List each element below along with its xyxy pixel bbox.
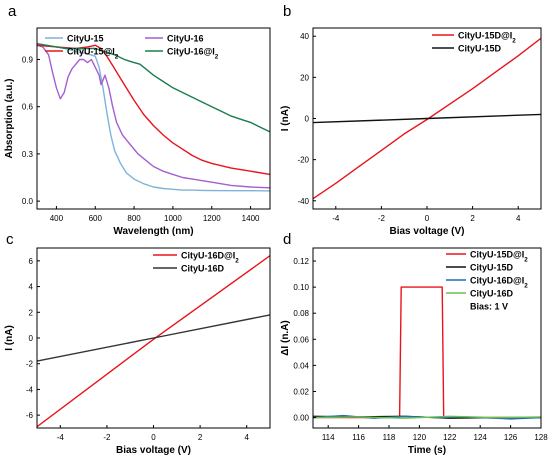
- legend-label: CityU-16D@I2: [470, 276, 528, 290]
- y-tick-label: 0.6: [22, 103, 34, 112]
- y-axis-label: Absorption (a.u.): [4, 79, 15, 159]
- legend: CityU-15 CityU-16 CityU-15@I2 CityU-16@I2: [45, 34, 219, 61]
- y-tick-label: 0.06: [293, 335, 309, 344]
- x-tick-label: -4: [332, 214, 340, 223]
- y-tick-label: 2: [29, 308, 34, 317]
- x-tick-label: 400: [50, 214, 64, 223]
- x-tick-label: 126: [504, 433, 518, 442]
- y-tick-label: -6: [26, 411, 34, 420]
- y-axis-label: ΔI (n.A): [280, 320, 291, 356]
- x-tick-label: 120: [413, 433, 427, 442]
- y-tick-label: 0.12: [293, 257, 309, 266]
- x-tick-label: 116: [352, 433, 365, 442]
- series-line-a-2: [37, 44, 270, 176]
- y-tick-label: 4: [29, 283, 34, 292]
- x-tick-label: 800: [127, 214, 141, 223]
- x-tick-label: 122: [443, 433, 457, 442]
- x-tick-label: 114: [322, 433, 335, 442]
- x-tick-label: 4: [244, 433, 249, 442]
- panel-letter: d: [283, 231, 291, 248]
- panel-a: a 400 600 800 1000 1200 1400 0.0 0.3 0.6 0.9 Wavele…: [4, 3, 271, 237]
- y-tick-label: 0.0: [22, 197, 34, 206]
- x-tick-label: 1200: [203, 214, 221, 223]
- x-tick-label: 1000: [164, 214, 182, 223]
- x-axis-label: Wavelength (nm): [113, 226, 193, 237]
- x-tick-label: -2: [378, 214, 386, 223]
- legend-label: CityU-16D@I2: [181, 251, 239, 265]
- y-tick-label: -2: [26, 360, 34, 369]
- y-tick-label: 0.04: [293, 361, 309, 370]
- x-tick-label: 0: [151, 433, 156, 442]
- series-line-d-3: [313, 415, 541, 419]
- x-tick-label: 118: [383, 433, 396, 442]
- y-tick-label: -4: [26, 385, 34, 394]
- legend-label: CityU-15D@I2: [458, 31, 516, 45]
- y-axis-label: I (nA): [280, 106, 291, 132]
- series-line-a-1: [37, 44, 270, 189]
- series-line-b-1: [313, 113, 541, 124]
- y-tick-label: 20: [300, 73, 309, 82]
- x-tick-label: 124: [474, 433, 488, 442]
- legend-label: CityU-16: [167, 34, 204, 44]
- x-tick-label: -2: [103, 433, 111, 442]
- x-axis-label: Time (s): [408, 445, 446, 456]
- panel-letter: b: [283, 3, 291, 20]
- plot-frame: [312, 247, 542, 429]
- bias-annotation: Bias: 1 V: [470, 302, 508, 312]
- legend-label: CityU-15@I2: [67, 47, 119, 61]
- y-tick-label: 0.08: [293, 309, 309, 318]
- y-tick-label: -40: [297, 197, 309, 206]
- y-tick-label: 6: [29, 257, 34, 266]
- x-axis-label: Bias voltage (V): [389, 226, 464, 237]
- plot-frame: [36, 27, 271, 210]
- y-tick-label: 0.02: [293, 387, 309, 396]
- y-axis-label: I (nA): [4, 325, 15, 351]
- x-tick-label: 600: [89, 214, 103, 223]
- y-tick-label: 0: [305, 115, 310, 124]
- legend-label: CityU-16D: [181, 264, 225, 274]
- series-line-a-3: [37, 43, 270, 133]
- x-tick-label: 0: [425, 214, 430, 223]
- y-tick-label: 0.00: [293, 414, 309, 423]
- legend-label: CityU-15D: [458, 44, 502, 54]
- y-tick-label: 0.3: [22, 150, 34, 159]
- series-line-b-0: [313, 37, 541, 200]
- legend-label: CityU-15: [67, 34, 104, 44]
- legend-label: CityU-16@I2: [167, 47, 219, 61]
- panel-d: d 114 116 118 120 122 124 126 128 0.00 0.02 0.04 0.0…: [280, 231, 548, 456]
- y-tick-label: 0.9: [22, 55, 34, 64]
- x-tick-label: 2: [470, 214, 475, 223]
- legend-label: CityU-15D@I2: [470, 250, 528, 264]
- x-tick-label: 128: [534, 433, 548, 442]
- x-tick-label: 1400: [242, 214, 260, 223]
- x-tick-label: 4: [516, 214, 521, 223]
- series-line-a-0: [37, 44, 270, 192]
- x-tick-label: -4: [57, 433, 65, 442]
- legend-label: CityU-16D: [470, 289, 514, 299]
- x-axis-label: Bias voltage (V): [116, 445, 191, 456]
- series-line-c-0: [37, 255, 270, 428]
- y-tick-label: 0.10: [293, 283, 309, 292]
- x-tick-label: 2: [198, 433, 203, 442]
- series-line-c-1: [37, 314, 270, 362]
- y-tick-label: -20: [297, 156, 309, 165]
- legend-label: CityU-15D: [470, 263, 514, 273]
- panel-letter: a: [8, 3, 17, 20]
- y-tick-label: 0: [29, 334, 34, 343]
- y-tick-label: 40: [300, 32, 309, 41]
- panel-c: c -4 -2 0 2 4 -6 -4 -2 0 2 4 6 Bias voltage (V) I (nA)…: [4, 231, 271, 456]
- panel-letter: c: [6, 231, 14, 248]
